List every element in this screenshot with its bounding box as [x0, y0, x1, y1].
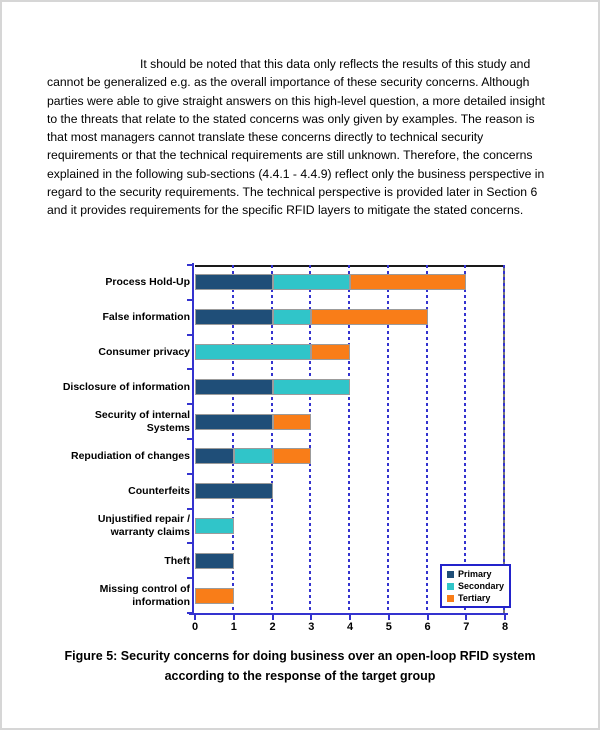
gridline — [270, 265, 273, 613]
y-axis-tick — [187, 333, 192, 336]
x-tick-label: 0 — [191, 621, 199, 633]
category-label: Theft — [164, 554, 190, 567]
y-axis-tick — [187, 612, 192, 614]
legend-label: Primary — [458, 569, 492, 579]
y-axis-tick — [187, 368, 192, 371]
x-tick-label: 3 — [308, 621, 315, 633]
paragraph-line: to the threats that relate to the stated… — [47, 111, 535, 126]
x-axis-tick — [504, 615, 506, 620]
x-axis-tick — [271, 615, 274, 620]
bar-segment-tertiary — [311, 344, 350, 360]
bar-segment-secondary — [195, 518, 234, 534]
y-axis-tick — [187, 507, 192, 510]
legend-swatch-primary — [447, 570, 454, 578]
gridline — [425, 265, 428, 613]
y-axis-tick — [187, 577, 192, 580]
paragraph-line: requirements or that the technical requi… — [47, 148, 533, 163]
y-axis — [192, 263, 194, 615]
category-label: Consumer privacy — [98, 345, 190, 358]
x-axis-tick — [232, 615, 235, 620]
y-axis-tick — [187, 438, 192, 440]
gridline — [503, 265, 505, 613]
legend-item: Primary — [447, 569, 504, 579]
category-label: Disclosure of information — [62, 380, 190, 393]
legend-label: Secondary — [458, 581, 505, 591]
gridline — [231, 265, 234, 613]
bar-segment-primary — [195, 448, 234, 465]
bar-segment-secondary — [272, 378, 350, 395]
x-tick-label: 1 — [230, 621, 237, 633]
category-label: Process Hold-Up — [105, 276, 190, 289]
y-axis-tick — [187, 403, 192, 406]
bar-segment-secondary — [272, 274, 350, 291]
bar-segment-secondary — [195, 344, 312, 360]
legend-swatch-secondary — [447, 582, 454, 590]
legend-swatch-tertiary — [447, 594, 454, 602]
bar-segment-primary — [195, 378, 273, 395]
bar-segment-tertiary — [272, 448, 312, 465]
bar-segment-tertiary — [272, 413, 312, 430]
category-label: Security of internal Systems — [94, 409, 190, 434]
body-paragraph: It should be noted that this data only r… — [47, 55, 545, 220]
x-axis-tick — [387, 615, 390, 620]
x-tick-label: 8 — [501, 621, 509, 633]
paragraph-line: explained in the following sub-sections … — [47, 166, 545, 181]
legend-label: Tertiary — [458, 593, 491, 603]
gridline — [386, 265, 389, 613]
x-axis-tick — [426, 615, 429, 620]
category-label: Counterfeits — [128, 484, 190, 497]
x-axis-tick — [465, 615, 468, 620]
legend-item: Tertiary — [447, 593, 504, 603]
y-axis-tick — [187, 472, 192, 475]
bar-segment-secondary — [233, 448, 273, 465]
gridline — [348, 265, 350, 613]
paragraph-line: cannot be generalized e.g. as the overal… — [47, 75, 530, 90]
category-label: False information — [102, 310, 190, 323]
figure-caption-line1: Figure 5: Security concerns for doing bu… — [64, 649, 536, 663]
x-tick-label: 6 — [424, 621, 431, 633]
paragraph-line: It should be noted that this data only r… — [140, 57, 531, 71]
bar-segment-secondary — [272, 309, 312, 326]
category-label: Repudiation of changes — [70, 450, 190, 463]
paragraph-line: parties were able to give straight answe… — [47, 93, 545, 108]
bar-segment-primary — [195, 413, 273, 430]
x-axis-tick — [194, 615, 196, 620]
bar-segment-primary — [195, 552, 234, 569]
gridline — [464, 265, 467, 613]
bar-segment-tertiary — [311, 309, 428, 326]
bar-segment-primary — [195, 309, 273, 326]
y-axis-tick — [187, 264, 192, 266]
y-axis-tick — [187, 298, 192, 301]
legend-item: Secondary — [447, 581, 504, 591]
x-tick-label: 5 — [385, 621, 392, 633]
gridline — [309, 265, 312, 613]
x-axis-tick — [349, 615, 351, 620]
figure-caption: Figure 5: Security concerns for doing bu… — [2, 647, 598, 686]
y-axis-tick — [187, 542, 192, 545]
x-tick-label: 7 — [463, 621, 470, 633]
bar-segment-tertiary — [195, 587, 234, 604]
category-label: Missing control of information — [99, 583, 190, 608]
bar-segment-tertiary — [350, 274, 467, 291]
x-axis — [189, 613, 508, 615]
bar-segment-primary — [195, 483, 273, 500]
paragraph-line: and it provides requirements for the spe… — [47, 203, 524, 218]
paragraph-line: regard to the security requirements. The… — [47, 185, 538, 200]
category-label: Unjustified repair / warranty claims — [97, 513, 190, 538]
x-tick-label: 2 — [269, 621, 276, 633]
x-tick-label: 4 — [346, 621, 354, 633]
paragraph-line: that most managers cannot translate thes… — [47, 130, 484, 145]
figure-caption-line2: according to the response of the target … — [164, 668, 436, 683]
legend: Primary Secondary Tertiary — [440, 564, 512, 608]
bar-segment-primary — [195, 274, 273, 291]
x-axis-tick — [310, 615, 313, 620]
